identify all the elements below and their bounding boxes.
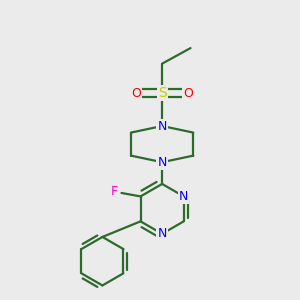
- Text: N: N: [179, 190, 188, 203]
- Text: N: N: [158, 119, 167, 133]
- Text: N: N: [158, 156, 167, 169]
- Text: O: O: [183, 87, 193, 100]
- Text: N: N: [158, 227, 167, 240]
- Text: S: S: [158, 86, 167, 100]
- Text: O: O: [131, 87, 141, 100]
- Text: F: F: [111, 185, 118, 198]
